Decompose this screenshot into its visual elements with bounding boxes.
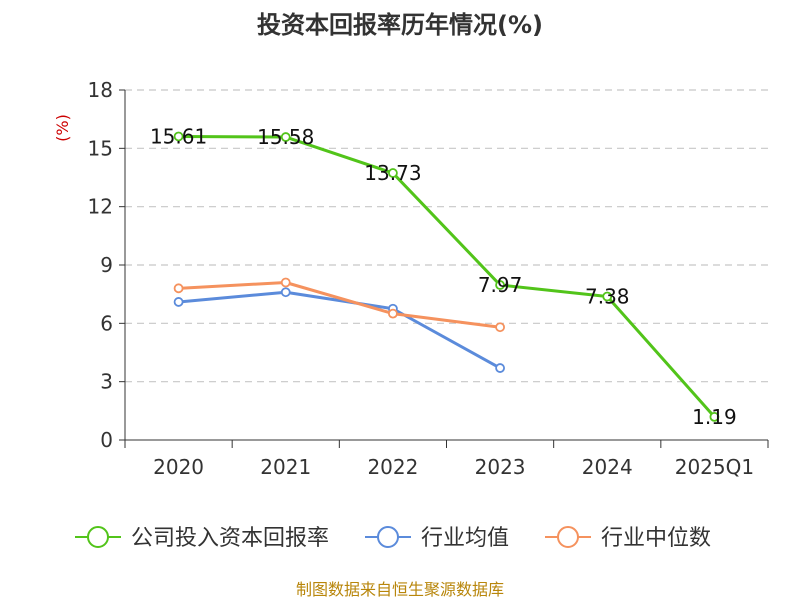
y-tick-label-15: 15 [88, 136, 113, 160]
y-tick-label-6: 6 [100, 311, 113, 335]
legend-label-0: 公司投入资本回报率 [131, 526, 329, 551]
data-label-0-5: 1.19 [692, 405, 737, 429]
point-0-5 [709, 411, 720, 422]
x-tick-label-2024: 2024 [582, 455, 633, 479]
axes: 0 3 6 9 12 15 18 2020 2021 2022 2023 2024 2025Q1 [88, 78, 769, 479]
x-tick-label-2022: 2022 [367, 455, 418, 479]
x-tick-label-2020: 2020 [153, 455, 204, 479]
point-0-0 [173, 131, 184, 142]
y-tick-label-18: 18 [88, 78, 113, 102]
y-tick-label-9: 9 [100, 253, 113, 277]
series-line-0 [178, 134, 716, 418]
y-axis-unit: (%) [53, 114, 72, 142]
series-line-1 [178, 290, 501, 370]
data-label-0-1: 15.58 [257, 125, 314, 149]
data-label-0-0: 15.61 [150, 124, 207, 148]
y-tick-label-12: 12 [88, 195, 113, 219]
point-2-2 [388, 308, 398, 319]
point-0-4 [602, 291, 613, 302]
legend-marker-1 [377, 526, 399, 548]
legend-label-2: 行业中位数 [601, 526, 711, 551]
point-0-1 [280, 132, 291, 142]
point-2-3 [495, 322, 505, 333]
data-label-0-4: 7.38 [585, 285, 630, 309]
x-tick-label-2023: 2023 [475, 455, 526, 479]
point-1-3 [495, 363, 505, 373]
data-label-0-2: 13.73 [364, 161, 421, 185]
point-2-0 [173, 283, 184, 294]
series-lines [173, 131, 720, 422]
series-line-2 [178, 281, 501, 329]
legend-marker-0 [87, 526, 109, 548]
legend[interactable]: 公司投入资本回报率 行业均值 行业中位数 [75, 526, 711, 551]
point-0-2 [388, 168, 398, 178]
point-0-3 [495, 280, 505, 290]
x-tick-label-2025Q1: 2025Q1 [675, 455, 754, 479]
data-labels: 15.61 15.58 13.73 7.97 7.38 1.19 [150, 124, 737, 428]
data-label-0-3: 7.97 [478, 273, 523, 297]
legend-label-1: 行业均值 [421, 526, 509, 551]
y-tick-label-3: 3 [100, 370, 113, 394]
source-note: 制图数据来自恒生聚源数据库 [296, 580, 504, 599]
y-tick-label-0: 0 [100, 428, 113, 452]
point-2-1 [280, 277, 291, 288]
point-1-0 [173, 297, 184, 307]
legend-marker-2 [557, 526, 579, 548]
point-1-1 [280, 287, 291, 298]
chart-title: 投资本回报率历年情况(%) [257, 11, 543, 39]
x-tick-label-2021: 2021 [260, 455, 311, 479]
